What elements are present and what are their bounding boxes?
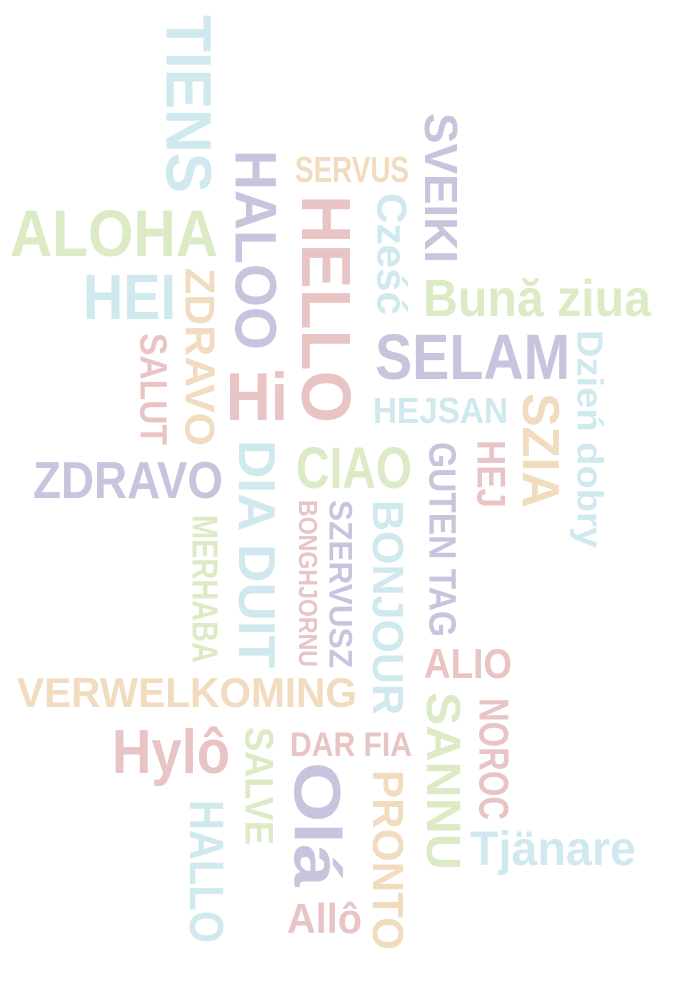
word-sveiki: SVEIKI <box>415 113 468 263</box>
word-hi: Hi <box>226 359 288 435</box>
word-hylo: Hylô <box>112 718 230 787</box>
word-szia: SZIA <box>510 393 569 508</box>
word-bonghjornu: BONGHJORNU <box>292 500 323 667</box>
word-ciao: CIAO <box>296 436 412 501</box>
word-buna-ziua: Bună ziua <box>423 270 651 328</box>
word-tiens: TIENS <box>152 15 225 193</box>
word-verwelkoming: VERWELKOMING <box>17 669 357 716</box>
word-dia-duit: DIA DUIT <box>226 440 285 668</box>
word-tjanare: Tjänare <box>470 823 636 876</box>
word-dar-fia: DAR FIA <box>290 726 412 764</box>
word-noroc: NOROC <box>470 698 518 820</box>
word-hello: HELLO <box>287 195 366 423</box>
word-szervusz: SZERVUSZ <box>322 500 359 668</box>
word-salut: SALUT <box>131 333 174 445</box>
word-haloo: HALOO <box>222 150 288 350</box>
word-hej: HEJ <box>468 440 513 508</box>
word-zdravo: ZDRAVO <box>33 452 223 510</box>
word-servus: SERVUS <box>295 149 409 190</box>
word-hei: HEI <box>83 261 176 333</box>
word-dzien-dobry: Dzień dobry <box>569 330 611 548</box>
word-merhaba: MERHABA <box>184 515 226 663</box>
word-aloha: ALOHA <box>10 196 218 270</box>
word-allo: Allô <box>287 895 362 942</box>
word-sannu: SANNU <box>416 692 470 870</box>
word-salve: SALVE <box>236 727 281 845</box>
word-hejsan: HEJSAN <box>373 390 508 431</box>
word-czesc: Cześć <box>368 193 416 315</box>
word-guten-tag: GUTEN TAG <box>420 442 463 637</box>
word-pronto: PRONTO <box>363 770 413 950</box>
word-bonjour: BONJOUR <box>363 500 413 715</box>
word-zdravo-vertical: ZDRAVO <box>176 268 224 446</box>
word-hallo: HALLO <box>179 800 233 943</box>
word-ola: Olá <box>280 762 355 887</box>
word-alio: ALIO <box>424 640 512 687</box>
word-selam: SELAM <box>375 321 570 393</box>
